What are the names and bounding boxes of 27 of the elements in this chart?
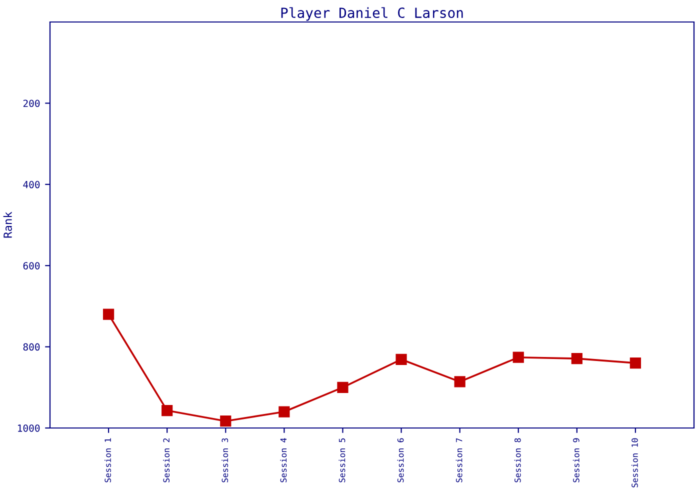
point	[220, 416, 232, 427]
point	[162, 404, 173, 416]
point	[102, 308, 114, 320]
point	[278, 406, 290, 418]
point	[630, 357, 642, 369]
x-tick-label: Session 6	[397, 438, 404, 482]
x-tick-label: Session 5	[338, 438, 346, 482]
chart-title: Player Daniel C Larson	[281, 7, 463, 21]
x-tick-label: Session 4	[280, 438, 287, 482]
x-tick-label: Session 1	[104, 438, 111, 482]
point	[454, 376, 466, 388]
y-tick-label: 600	[23, 262, 40, 270]
y-tick-label: 800	[23, 343, 40, 351]
point	[512, 352, 524, 363]
point	[337, 382, 348, 393]
point	[396, 354, 407, 365]
x-tick-label: Session 7	[456, 438, 462, 482]
x-tick-label: Session 8	[514, 438, 521, 482]
y-tick-label: 1000	[18, 424, 40, 432]
x-tick-label: Session 3	[222, 438, 228, 482]
y-axis-title: Rank	[3, 212, 12, 238]
point	[571, 353, 582, 364]
x-tick-label: Session 9	[572, 438, 580, 482]
y-tick-label: 400	[23, 180, 40, 188]
y-tick-label: 200	[23, 100, 40, 108]
x-tick-label: Session 10	[631, 438, 638, 488]
x-tick-label: Session 2	[163, 438, 170, 482]
